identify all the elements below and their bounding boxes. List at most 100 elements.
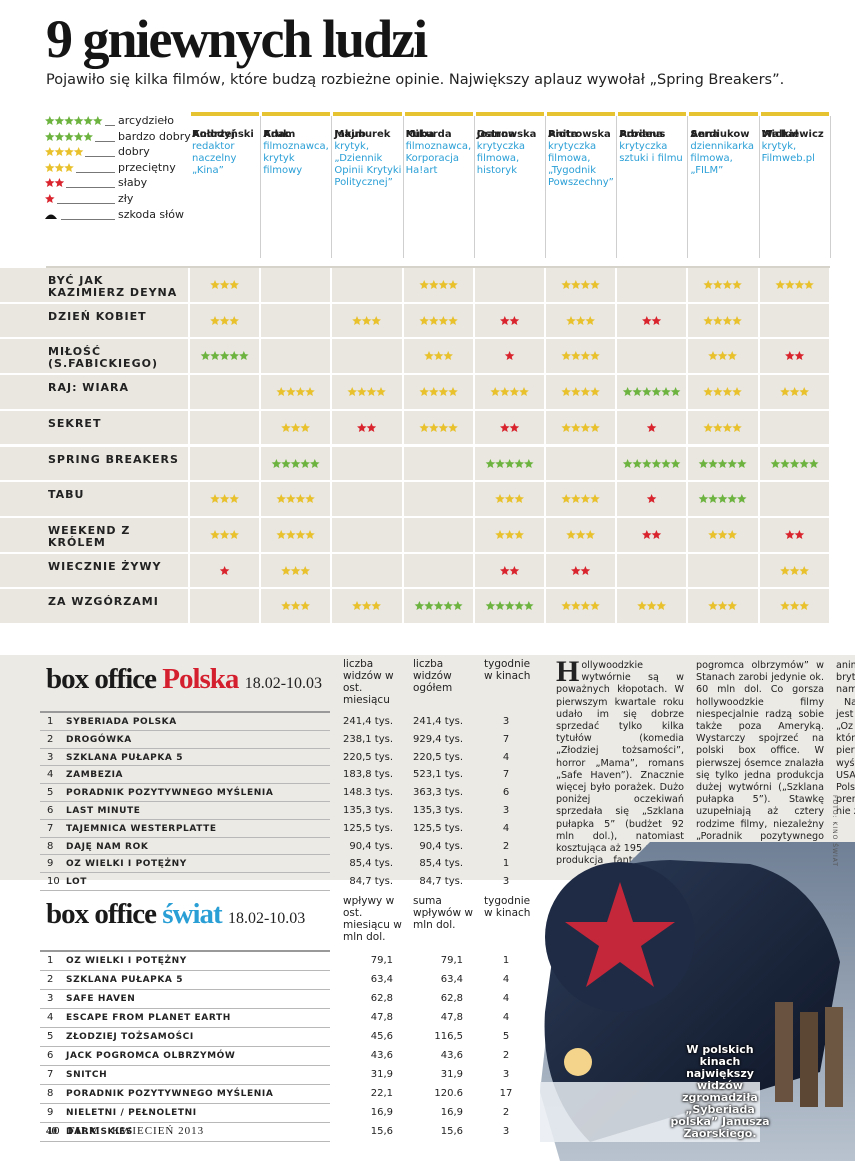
value: 15,6 xyxy=(440,1126,463,1137)
film-title: SEKRET xyxy=(48,416,102,430)
film-name: LAST MINUTE xyxy=(66,806,141,816)
value: 45,6 xyxy=(370,1031,393,1042)
column-header: liczba widzów w ost. miesiącu xyxy=(343,658,394,706)
column-rule xyxy=(829,116,831,258)
rank: 8 xyxy=(47,840,54,852)
row-rule xyxy=(40,1008,330,1009)
row-rule xyxy=(40,1084,330,1085)
critic-first-name: Anita xyxy=(548,129,578,140)
cell-bg xyxy=(403,517,473,552)
rating-stars xyxy=(504,351,515,361)
page-title: 9 gniewnych ludzi xyxy=(46,9,428,69)
value: 43,6 xyxy=(440,1050,463,1061)
rating-stars xyxy=(642,529,662,539)
legend-rule xyxy=(85,156,115,158)
cell-bg xyxy=(403,268,473,302)
weeks: 3 xyxy=(502,1069,510,1080)
critic-first-name: Adam xyxy=(263,129,296,140)
rank: 6 xyxy=(47,1050,54,1061)
legend-label: dobry xyxy=(118,145,150,159)
row-rule xyxy=(40,1122,330,1123)
column-rule xyxy=(260,116,262,258)
rating-stars xyxy=(779,565,809,575)
value: 125,5 tys. xyxy=(413,822,464,834)
cell-bg xyxy=(688,268,758,302)
rating-stars xyxy=(210,529,239,539)
rating-stars xyxy=(45,194,55,204)
rating-stars xyxy=(708,529,738,539)
row-rule xyxy=(40,872,330,874)
rating-stars xyxy=(419,422,458,432)
cell-bg xyxy=(759,410,829,445)
rating-stars xyxy=(566,315,595,325)
cell-bg xyxy=(261,375,331,409)
article: Hollywoodzkie wytwórnie są w poważnych k… xyxy=(556,655,855,872)
table-rule xyxy=(40,950,330,952)
rating-stars xyxy=(623,458,681,468)
legend-label: bardzo dobry xyxy=(118,129,191,143)
critic: Adam Kruk filmoznawca, krytyk filmowy xyxy=(263,129,330,177)
cell-bg xyxy=(332,375,402,409)
film-name: OZ WIELKI I POTĘŻNY xyxy=(66,859,187,870)
box-office-label: box office xyxy=(46,898,157,930)
value: 220,5 tys. xyxy=(343,751,394,763)
film-name: LOT xyxy=(66,877,88,888)
rating-stars xyxy=(566,529,595,539)
box-office-dates: 18.02-10.03 xyxy=(227,910,306,927)
cell-bg xyxy=(403,375,473,409)
value: 220,5 tys. xyxy=(413,751,464,763)
value: 90,4 tys. xyxy=(349,840,393,852)
column-rule xyxy=(616,116,618,258)
rating-stars xyxy=(561,280,600,290)
cell-bg xyxy=(474,303,544,338)
magazine: FILM xyxy=(68,1125,101,1137)
critic-bar xyxy=(262,112,331,116)
cell-bg xyxy=(617,303,687,338)
cell-bg xyxy=(617,339,687,374)
rating-stars xyxy=(45,178,65,188)
box-office-region: Polska xyxy=(162,663,239,695)
rank: 7 xyxy=(47,822,54,834)
rating-stars xyxy=(219,565,230,575)
rating-stars xyxy=(784,351,804,361)
legend-rule xyxy=(61,218,115,220)
cell-bg xyxy=(546,410,616,445)
column-rule xyxy=(402,116,404,258)
rating-stars xyxy=(347,387,387,397)
critic-bar xyxy=(475,112,544,116)
row-rule xyxy=(40,1046,330,1047)
author: Komentarz: Przemysław Niciak xyxy=(836,819,855,843)
critic: Anita Piotrowska krytyczka filmowa, „Tygod… xyxy=(548,129,615,189)
value: 84,7 tys. xyxy=(419,876,463,888)
row-label-bg xyxy=(0,482,188,516)
box-office-label: box office xyxy=(46,663,157,695)
row-rule xyxy=(40,989,330,990)
critic-role: krytyk, „Dziennik Opinii Krytyki Polityc… xyxy=(334,141,402,188)
cell-bg xyxy=(332,553,402,588)
row-rule xyxy=(40,729,330,731)
critic-last-name: Prodeus xyxy=(619,129,666,140)
legend-label: przeciętny xyxy=(118,160,176,174)
film-title: ZA WZGÓRZAMI xyxy=(48,595,159,609)
rating-stars xyxy=(45,131,93,141)
value: 85,4 tys. xyxy=(419,858,463,870)
row-rule xyxy=(40,1027,330,1028)
rating-stars xyxy=(637,601,667,611)
rating-stars xyxy=(571,565,591,575)
column-header: wpływy w ost. miesiącu w mln dol. xyxy=(343,895,402,943)
value: 16,9 xyxy=(440,1107,463,1118)
row-label-bg xyxy=(0,303,188,338)
box-office-title: box office świat 18.02-10.03 xyxy=(46,898,305,931)
value: 183,8 tys. xyxy=(343,769,394,781)
critic-role: dziennikarka filmowa, „FILM” xyxy=(690,141,754,176)
rating-stars xyxy=(561,387,600,397)
weeks: 17 xyxy=(499,1088,513,1099)
value: 125,5 tys. xyxy=(343,822,394,834)
cell-bg xyxy=(688,375,758,409)
critic-role: krytyczka filmowa, historyk xyxy=(476,141,525,176)
row-rule xyxy=(40,836,330,838)
legend-label: arcydzieło xyxy=(118,114,175,127)
row-rule xyxy=(40,765,330,767)
cell-bg xyxy=(759,303,829,338)
critic-last-name: Serdiukow xyxy=(690,129,750,140)
